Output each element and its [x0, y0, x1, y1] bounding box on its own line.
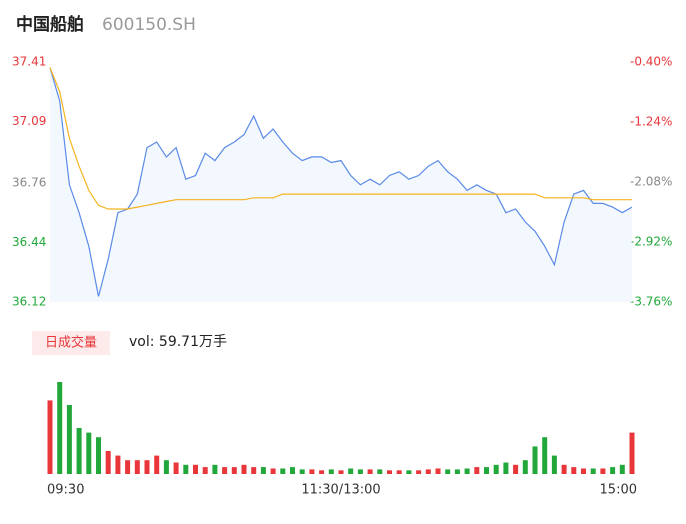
stock-code: 600150.SH [102, 15, 196, 35]
stock-name: 中国船舶 [16, 14, 84, 35]
volume-bar [251, 467, 257, 474]
volume-bar [600, 468, 606, 474]
volume-bar [493, 464, 499, 474]
volume-bar [290, 467, 295, 474]
volume-bar [299, 469, 305, 474]
volume-bar [309, 469, 315, 474]
volume-bar [86, 432, 92, 474]
volume-bar [222, 467, 228, 474]
volume-bar [280, 468, 286, 474]
volume-bar [590, 468, 596, 474]
volume-bar [377, 469, 383, 474]
y2-tick-label: -0.40% [630, 55, 672, 69]
volume-bar [241, 464, 247, 474]
volume-bar [610, 467, 616, 474]
price-line [49, 67, 633, 297]
x-tick-label: 11:30/13:00 [301, 483, 380, 498]
volume-bar [212, 464, 218, 474]
volume-total: vol: 59.71万手 [129, 334, 227, 350]
volume-bar [338, 470, 344, 474]
y2-tick-label: -2.92% [630, 235, 672, 249]
volume-bar [503, 462, 509, 474]
volume-bar [551, 455, 557, 474]
volume-bar [367, 469, 373, 474]
volume-bar [96, 437, 101, 474]
volume-bar [542, 437, 548, 474]
volume-bar [105, 451, 111, 474]
volume-bar [571, 467, 577, 474]
volume-bar [357, 469, 363, 474]
volume-bar [484, 467, 489, 474]
volume-bar [464, 468, 470, 474]
volume-bar [522, 460, 528, 474]
volume-bar [47, 400, 53, 474]
volume-label: 日成交量 [45, 335, 97, 351]
volume-bar [561, 464, 567, 474]
volume-bar [115, 455, 121, 474]
volume-bar [193, 464, 198, 474]
volume-bar [454, 469, 460, 474]
volume-bar [57, 382, 63, 474]
volume-bar [134, 460, 140, 474]
volume-bar [183, 464, 189, 474]
volume-bar [163, 460, 169, 474]
volume-bar [154, 455, 160, 474]
volume-bar [416, 470, 422, 474]
y-tick-label: 37.41 [12, 55, 46, 69]
volume-bar [202, 467, 208, 474]
y-tick-label: 36.44 [12, 235, 46, 249]
volume-bar [231, 467, 237, 474]
x-tick-label: 09:30 [47, 483, 84, 498]
volume-bar [76, 428, 82, 474]
volume-bar [406, 470, 412, 474]
y2-tick-label: -2.08% [630, 175, 672, 189]
volume-bar [348, 468, 354, 474]
average-line [49, 67, 632, 210]
price-area [50, 67, 632, 302]
volume-bar [513, 464, 519, 474]
volume-bar [66, 405, 72, 474]
y-tick-label: 36.12 [12, 295, 46, 309]
y2-tick-label: -3.76% [630, 295, 672, 309]
volume-bar [270, 468, 276, 474]
volume-bar [387, 470, 392, 474]
volume-bar [319, 470, 325, 474]
volume-bar [532, 446, 538, 474]
volume-bar [144, 460, 150, 474]
volume-bar [435, 468, 441, 474]
volume-badge [32, 331, 110, 355]
volume-bar [328, 469, 334, 474]
volume-bar [125, 460, 131, 474]
x-tick-label: 15:00 [600, 483, 637, 498]
volume-bar [474, 467, 480, 474]
volume-bar [173, 462, 179, 474]
volume-bar [425, 469, 431, 474]
volume-bar [445, 469, 451, 474]
volume-bar [581, 468, 586, 474]
volume-bar [629, 432, 635, 474]
volume-bar [260, 467, 266, 474]
y-tick-label: 37.09 [12, 114, 46, 128]
y2-tick-label: -1.24% [630, 115, 672, 129]
y-tick-label: 36.76 [12, 175, 46, 189]
volume-bar [396, 470, 402, 474]
volume-bar [619, 464, 625, 474]
